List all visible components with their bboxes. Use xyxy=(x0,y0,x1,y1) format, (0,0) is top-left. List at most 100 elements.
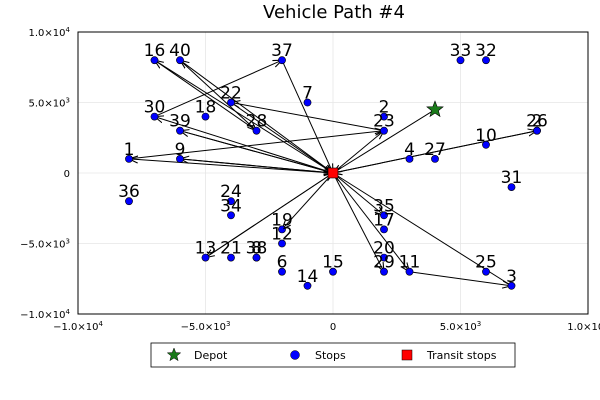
stop-point xyxy=(303,281,312,290)
stop-point xyxy=(380,253,388,262)
stop-label: 7 xyxy=(302,84,313,104)
legend-box xyxy=(150,342,516,368)
stop-point xyxy=(176,126,184,135)
path-arrow xyxy=(333,109,436,173)
stop-point xyxy=(507,183,516,191)
stop-label: 21 xyxy=(220,239,242,259)
path-arrow xyxy=(179,59,257,131)
stop-label: 28 xyxy=(246,112,268,132)
stop-label: 18 xyxy=(195,98,217,118)
stop-point xyxy=(303,98,312,107)
stop-label: 13 xyxy=(195,239,217,259)
stop-point xyxy=(278,239,286,248)
stop-point xyxy=(380,126,388,135)
legend-label: Transit stops xyxy=(426,349,497,362)
y-tick-label: 0 xyxy=(64,169,70,180)
stop-label: 34 xyxy=(220,196,242,216)
path-arrow xyxy=(179,130,333,173)
stop-point xyxy=(533,126,541,135)
stop-label: 26 xyxy=(526,112,548,132)
stop-point xyxy=(278,56,286,65)
stop-label: 20 xyxy=(373,239,395,259)
stop-label: 30 xyxy=(144,98,166,118)
stop-point xyxy=(252,126,261,135)
path-arrow xyxy=(409,271,512,286)
stop-label: 11 xyxy=(399,253,421,273)
y-tick-label: −1.0×104 xyxy=(20,308,70,321)
stop-point xyxy=(405,154,414,163)
stop-point xyxy=(380,211,388,220)
path-arrow xyxy=(282,172,334,229)
stop-label: 22 xyxy=(220,84,242,104)
stop-point xyxy=(125,197,133,206)
legend-label: Depot xyxy=(194,349,228,362)
y-tick-label: 1.0×104 xyxy=(29,26,71,39)
path-arrow xyxy=(332,131,384,174)
stop-label: 27 xyxy=(424,140,446,160)
stop-point xyxy=(329,267,337,276)
transit-stop-markers xyxy=(327,167,339,179)
stop-point xyxy=(507,281,516,290)
x-axis-ticks: −1.0×104 −5.0×103 0 5.0×103 1.0×104 xyxy=(53,320,600,333)
path-arrow xyxy=(179,158,333,173)
stop-point xyxy=(380,267,388,276)
stop-point xyxy=(227,197,235,206)
stop-label: 36 xyxy=(118,182,140,202)
stop-point xyxy=(278,225,286,234)
stop-label: 37 xyxy=(271,41,293,61)
stop-label: 23 xyxy=(373,112,395,132)
stop-label: 14 xyxy=(297,267,319,287)
stop-point xyxy=(456,56,465,65)
legend-transit-marker xyxy=(401,349,413,361)
stop-point xyxy=(227,211,235,220)
stop-labels: 1234678910111213141516171819202122232425… xyxy=(118,41,548,287)
stop-point xyxy=(431,154,439,163)
path-arrows xyxy=(129,60,537,286)
stop-label: 15 xyxy=(322,253,344,273)
path-arrow xyxy=(154,59,334,173)
stop-label: 8 xyxy=(251,239,262,259)
path-arrow xyxy=(155,60,257,132)
stop-label: 39 xyxy=(169,112,191,132)
x-tick-label: 0 xyxy=(330,322,336,333)
depot-star xyxy=(426,100,444,118)
y-tick-label: 5.0×103 xyxy=(29,97,70,110)
path-arrow xyxy=(128,131,384,160)
stop-label: 2 xyxy=(532,112,543,132)
stop-point xyxy=(125,154,133,163)
path-arrow xyxy=(180,60,334,174)
chart-title: Vehicle Path #4 xyxy=(263,2,405,23)
legend-label: Stops xyxy=(315,349,346,362)
y-axis-ticks: 1.0×104 5.0×103 0 −5.0×103 −1.0×104 xyxy=(20,26,70,321)
transit-stop-point xyxy=(327,167,339,179)
stop-point xyxy=(201,253,210,262)
stop-label: 29 xyxy=(373,253,395,273)
stop-point xyxy=(176,56,184,65)
stop-label: 40 xyxy=(169,41,191,61)
stop-point xyxy=(482,56,490,65)
legend-stops-marker xyxy=(290,350,300,360)
legend-depot-marker xyxy=(166,347,182,362)
stop-label: 32 xyxy=(475,41,497,61)
stop-label: 1 xyxy=(124,140,135,160)
path-arrow xyxy=(332,172,410,272)
depot-marker xyxy=(426,100,444,118)
stop-point xyxy=(227,98,235,107)
plot-frame xyxy=(77,31,589,315)
stop-label: 2 xyxy=(379,98,390,118)
stop-point xyxy=(150,56,159,65)
path-arrow xyxy=(332,172,384,272)
stop-label: 4 xyxy=(404,140,415,160)
stop-label: 24 xyxy=(220,182,242,202)
stop-label: 9 xyxy=(175,140,186,160)
stop-label: 12 xyxy=(271,225,293,245)
stop-label: 17 xyxy=(373,210,395,230)
stop-point xyxy=(380,225,388,234)
x-tick-label: 5.0×103 xyxy=(440,320,481,333)
path-arrow xyxy=(230,102,333,174)
stop-point xyxy=(252,253,261,262)
stop-point xyxy=(176,154,184,163)
stop-label: 10 xyxy=(475,126,497,146)
path-arrow xyxy=(205,173,334,259)
